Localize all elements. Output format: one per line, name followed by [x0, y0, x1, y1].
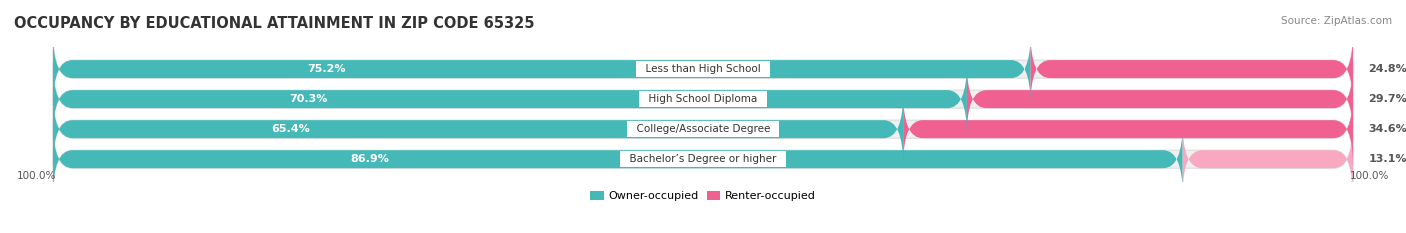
FancyBboxPatch shape: [53, 123, 1353, 195]
FancyBboxPatch shape: [903, 93, 1353, 165]
Text: 75.2%: 75.2%: [308, 64, 346, 74]
Text: Bachelor’s Degree or higher: Bachelor’s Degree or higher: [623, 154, 783, 164]
Text: High School Diploma: High School Diploma: [643, 94, 763, 104]
Text: 70.3%: 70.3%: [290, 94, 328, 104]
Text: College/Associate Degree: College/Associate Degree: [630, 124, 776, 134]
Text: OCCUPANCY BY EDUCATIONAL ATTAINMENT IN ZIP CODE 65325: OCCUPANCY BY EDUCATIONAL ATTAINMENT IN Z…: [14, 16, 534, 31]
Text: 34.6%: 34.6%: [1368, 124, 1406, 134]
FancyBboxPatch shape: [1182, 123, 1353, 195]
Text: 29.7%: 29.7%: [1368, 94, 1406, 104]
FancyBboxPatch shape: [53, 93, 1353, 165]
FancyBboxPatch shape: [53, 33, 1031, 105]
Text: Source: ZipAtlas.com: Source: ZipAtlas.com: [1281, 16, 1392, 26]
FancyBboxPatch shape: [1031, 33, 1353, 105]
Text: 65.4%: 65.4%: [271, 124, 311, 134]
Text: 100.0%: 100.0%: [1350, 171, 1389, 181]
Text: 86.9%: 86.9%: [350, 154, 389, 164]
Text: Less than High School: Less than High School: [638, 64, 768, 74]
FancyBboxPatch shape: [53, 63, 1353, 135]
FancyBboxPatch shape: [967, 63, 1353, 135]
Text: 13.1%: 13.1%: [1368, 154, 1406, 164]
Text: 100.0%: 100.0%: [17, 171, 56, 181]
Text: 24.8%: 24.8%: [1368, 64, 1406, 74]
Legend: Owner-occupied, Renter-occupied: Owner-occupied, Renter-occupied: [586, 187, 820, 206]
FancyBboxPatch shape: [53, 33, 1353, 105]
FancyBboxPatch shape: [53, 123, 1182, 195]
FancyBboxPatch shape: [53, 63, 967, 135]
FancyBboxPatch shape: [53, 93, 903, 165]
